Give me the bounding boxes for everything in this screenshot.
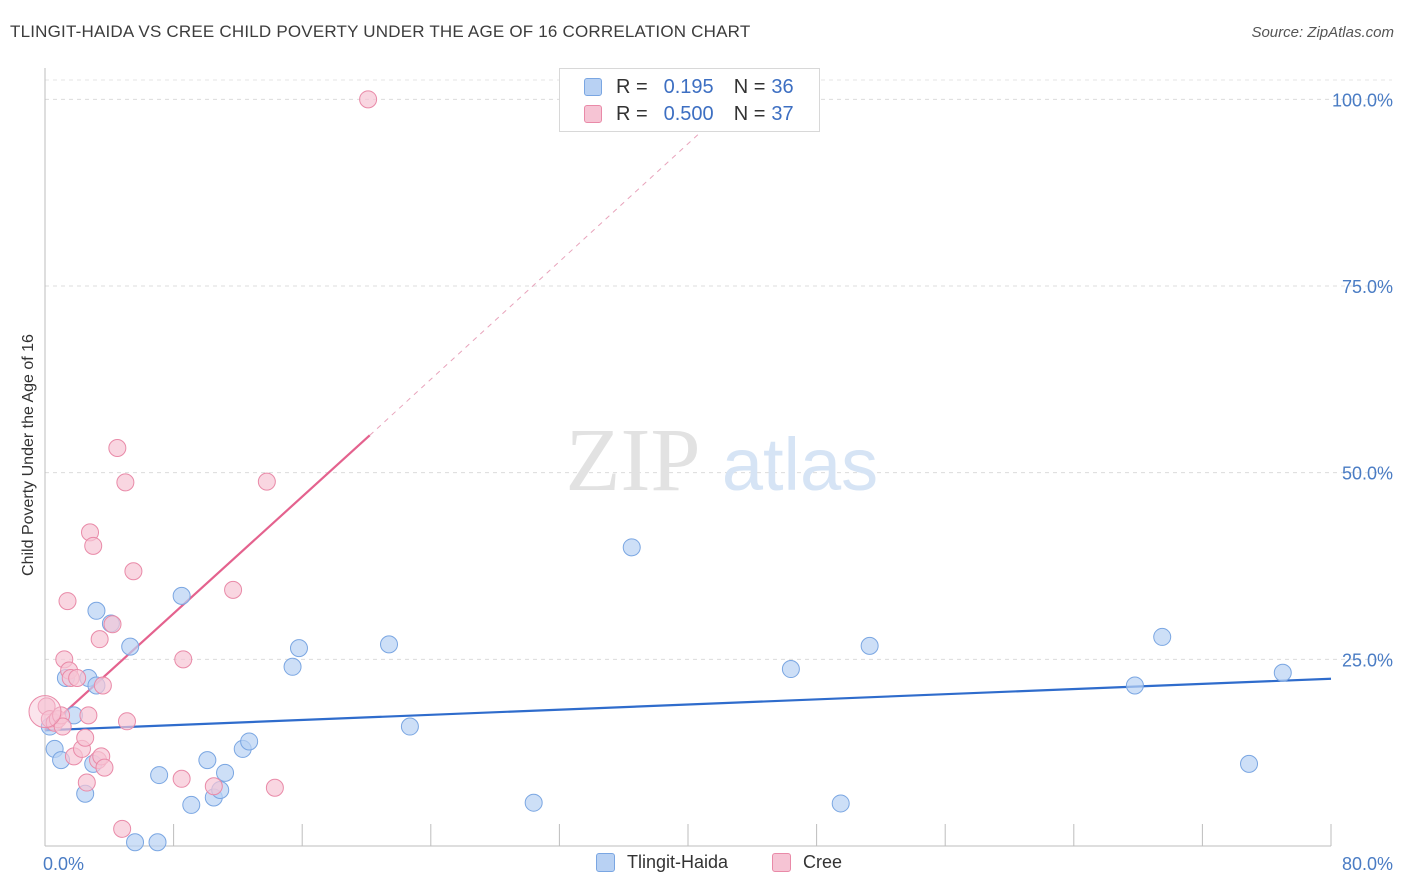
series-swatch-pink	[772, 853, 791, 872]
data-point-tlingit-haida	[781, 660, 800, 679]
data-point-cree	[90, 630, 109, 649]
data-point-cree	[265, 778, 284, 797]
data-point-cree	[58, 592, 77, 611]
data-point-tlingit-haida	[1273, 663, 1292, 682]
data-point-tlingit-haida	[400, 717, 419, 736]
series-legend: Tlingit-Haida Cree	[0, 852, 1406, 876]
trend-line-cree	[369, 113, 721, 436]
data-point-cree	[76, 728, 95, 747]
data-point-tlingit-haida	[87, 601, 106, 620]
data-point-tlingit-haida	[182, 795, 201, 814]
watermark-zip: ZIP	[566, 411, 701, 510]
data-point-tlingit-haida	[283, 657, 302, 676]
legend-r-label: R =	[616, 75, 648, 98]
series-swatch-blue	[596, 853, 615, 872]
data-point-tlingit-haida	[289, 639, 308, 658]
data-point-cree	[172, 769, 191, 788]
data-point-tlingit-haida	[1125, 676, 1144, 695]
data-point-tlingit-haida	[622, 538, 641, 557]
data-point-cree	[204, 777, 223, 796]
y-tick-label: 50.0%	[1342, 464, 1393, 484]
legend-r-label: R =	[616, 102, 648, 125]
legend-n-value: 37	[771, 102, 794, 125]
data-point-cree	[77, 773, 96, 792]
legend-r-value: 0.195	[663, 75, 714, 98]
tick-labels: 25.0% 50.0% 75.0% 100.0% 0.0% 80.0%	[43, 90, 1393, 874]
data-point-cree	[84, 536, 103, 555]
y-tick-label: 100.0%	[1332, 90, 1393, 110]
data-point-tlingit-haida	[1153, 627, 1172, 646]
legend-row-tlingit-haida: R = 0.195 N = 36	[584, 76, 794, 98]
data-point-tlingit-haida	[524, 793, 543, 812]
series-legend-label: Cree	[803, 852, 843, 872]
data-point-tlingit-haida	[380, 635, 399, 654]
data-point-tlingit-haida	[198, 751, 217, 770]
data-point-tlingit-haida	[150, 766, 169, 785]
data-point-cree	[68, 669, 87, 687]
data-point-tlingit-haida	[172, 586, 191, 605]
source-credit: Source: ZipAtlas.com	[1251, 24, 1394, 41]
data-points	[28, 90, 1292, 852]
legend-row-cree: R = 0.500 N = 37	[584, 103, 794, 125]
data-point-cree	[359, 90, 378, 109]
legend-n-label: N =	[733, 102, 766, 125]
y-tick-label: 75.0%	[1342, 277, 1393, 297]
data-point-cree	[117, 712, 136, 731]
trend-line-tlingit-haida	[44, 677, 1332, 732]
series-legend-cree[interactable]: Cree	[772, 852, 842, 873]
x-tick-label-min: 0.0%	[43, 854, 84, 874]
data-point-tlingit-haida	[1240, 754, 1259, 773]
data-point-cree	[116, 473, 135, 492]
legend-swatch-blue	[584, 78, 602, 96]
data-point-tlingit-haida	[240, 732, 259, 751]
legend-n-value: 36	[771, 75, 794, 98]
data-point-tlingit-haida	[121, 637, 140, 656]
x-tick-label-max: 80.0%	[1342, 854, 1393, 874]
data-point-tlingit-haida	[148, 833, 167, 852]
legend-swatch-pink	[584, 105, 602, 123]
data-point-cree	[93, 676, 112, 695]
watermark: ZIP atlas	[566, 411, 879, 510]
data-point-cree	[108, 439, 127, 458]
data-point-cree	[95, 758, 114, 777]
series-legend-tlingit-haida[interactable]: Tlingit-Haida	[596, 852, 728, 873]
data-point-tlingit-haida	[216, 763, 235, 782]
data-point-cree	[53, 717, 72, 736]
stats-legend: R = 0.195 N = 36 R = 0.500 N = 37	[559, 68, 820, 132]
y-tick-label: 25.0%	[1342, 650, 1393, 670]
data-point-cree	[124, 562, 143, 581]
data-point-cree	[174, 650, 193, 669]
data-point-tlingit-haida	[126, 833, 145, 852]
legend-r-value: 0.500	[663, 102, 714, 125]
data-point-cree	[224, 580, 243, 599]
legend-n-label: N =	[733, 75, 766, 98]
data-point-cree	[79, 706, 98, 725]
data-point-cree	[257, 472, 276, 491]
data-point-tlingit-haida	[831, 794, 850, 813]
data-point-cree	[103, 615, 122, 634]
data-point-cree	[113, 819, 132, 838]
data-point-tlingit-haida	[860, 636, 879, 655]
series-legend-label: Tlingit-Haida	[627, 852, 729, 872]
chart-title: TLINGIT-HAIDA VS CREE CHILD POVERTY UNDE…	[10, 22, 751, 41]
data-point-cree	[28, 695, 62, 729]
gridlines	[45, 79, 1392, 660]
watermark-atlas: atlas	[722, 423, 878, 506]
